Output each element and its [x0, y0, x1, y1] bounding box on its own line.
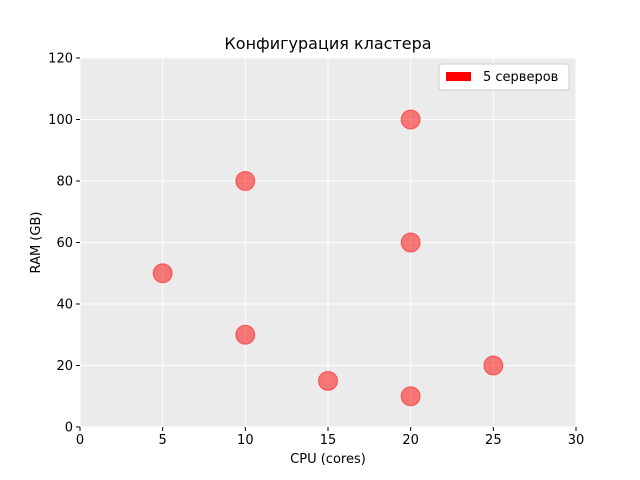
scatter-point [235, 171, 256, 191]
legend-box [438, 63, 570, 91]
x-tick-label: 30 [568, 433, 585, 448]
data-points [152, 109, 504, 407]
x-tick-label: 0 [76, 433, 84, 448]
x-tick-label: 25 [485, 433, 502, 448]
scatter-point [483, 355, 504, 376]
y-axis-label: RAM (GB) [29, 212, 44, 274]
y-tick-label: 120 [48, 52, 73, 67]
x-tick-label: 15 [320, 433, 337, 448]
scatter-point [400, 109, 421, 130]
x-tick-label: 10 [237, 433, 254, 448]
scatter-point [400, 232, 421, 253]
scatter-point [152, 263, 173, 284]
axis-frame [76, 57, 577, 431]
x-tick-label: 20 [402, 433, 419, 448]
y-tick-label: 60 [56, 236, 73, 251]
legend-swatch [446, 72, 471, 81]
scatter-point [318, 370, 338, 391]
x-tick-label: 5 [159, 433, 167, 448]
scatter-point [235, 324, 256, 345]
y-tick-label: 20 [56, 359, 73, 374]
x-axis-label: CPU (cores) [290, 452, 366, 467]
chart-title: Конфигурация кластера [224, 34, 431, 53]
tick-labels: 0 5 10 15 20 25 30 0 20 40 60 80 100 120 [48, 52, 584, 449]
scatter-point [400, 386, 421, 407]
y-tick-label: 40 [56, 298, 73, 313]
y-tick-label: 0 [65, 421, 73, 436]
legend-label: 5 серверов [483, 70, 558, 85]
legend: 5 серверов [438, 63, 570, 91]
y-tick-label: 80 [56, 175, 73, 190]
y-tick-label: 100 [48, 113, 73, 128]
